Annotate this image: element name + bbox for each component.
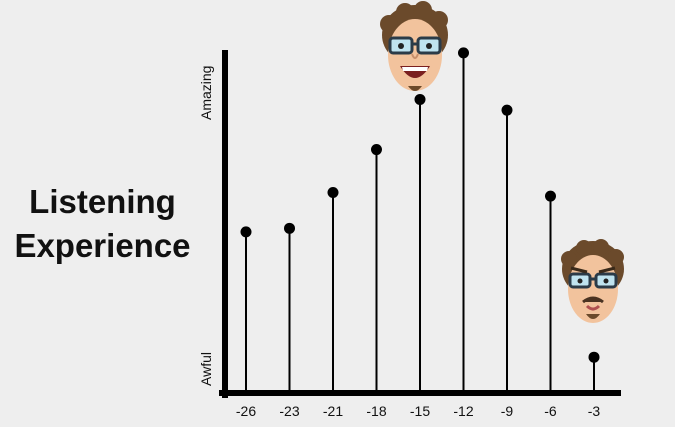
x-tick-label-0: -26 [236, 403, 256, 419]
y-min-label: Awful [198, 352, 214, 386]
stem-point-1 [284, 222, 295, 234]
x-tick-label-8: -3 [588, 403, 601, 419]
y-axis-title: Listening Experience [0, 180, 205, 268]
x-tick-label-7: -6 [544, 403, 557, 419]
y-axis-title-line-2: Experience [14, 227, 191, 264]
stem-point-0 [240, 226, 252, 238]
stem-point-5 [458, 47, 469, 59]
x-tick-label-5: -12 [453, 403, 473, 419]
y-max-label: Amazing [198, 66, 214, 120]
stem-point-2 [327, 187, 339, 199]
stem-point-8 [588, 351, 600, 363]
stem-point-6 [501, 104, 513, 116]
stem-point-4 [414, 93, 426, 105]
x-tick-label-2: -21 [323, 403, 343, 419]
y-axis-title-line-1: Listening [29, 183, 176, 220]
x-tick-label-3: -18 [366, 403, 386, 419]
x-tick-label-4: -15 [410, 403, 430, 419]
stems-group [240, 47, 600, 393]
sad-face-icon [561, 239, 624, 323]
x-tick-label-6: -9 [501, 403, 514, 419]
x-tick-label-1: -23 [279, 403, 299, 419]
stem-point-7 [545, 190, 556, 202]
happy-face-icon [380, 1, 448, 91]
tick-labels-group: -26 -23 -21 -18 -15 -12 -9 -6 -3 [236, 403, 601, 419]
stem-point-3 [371, 144, 382, 156]
